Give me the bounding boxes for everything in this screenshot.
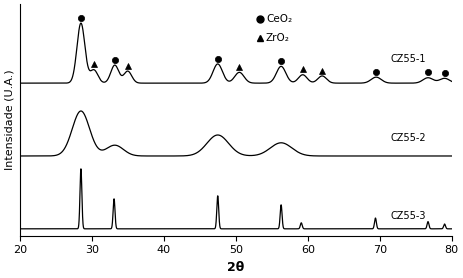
Text: CeO₂: CeO₂: [266, 14, 292, 24]
Text: ZrO₂: ZrO₂: [266, 33, 290, 43]
Text: CZ55-1: CZ55-1: [391, 54, 426, 64]
Y-axis label: Intensidade (U.A.): Intensidade (U.A.): [4, 70, 14, 170]
X-axis label: 2θ: 2θ: [227, 261, 244, 274]
Text: CZ55-3: CZ55-3: [391, 210, 426, 220]
Text: CZ55-2: CZ55-2: [391, 133, 426, 143]
